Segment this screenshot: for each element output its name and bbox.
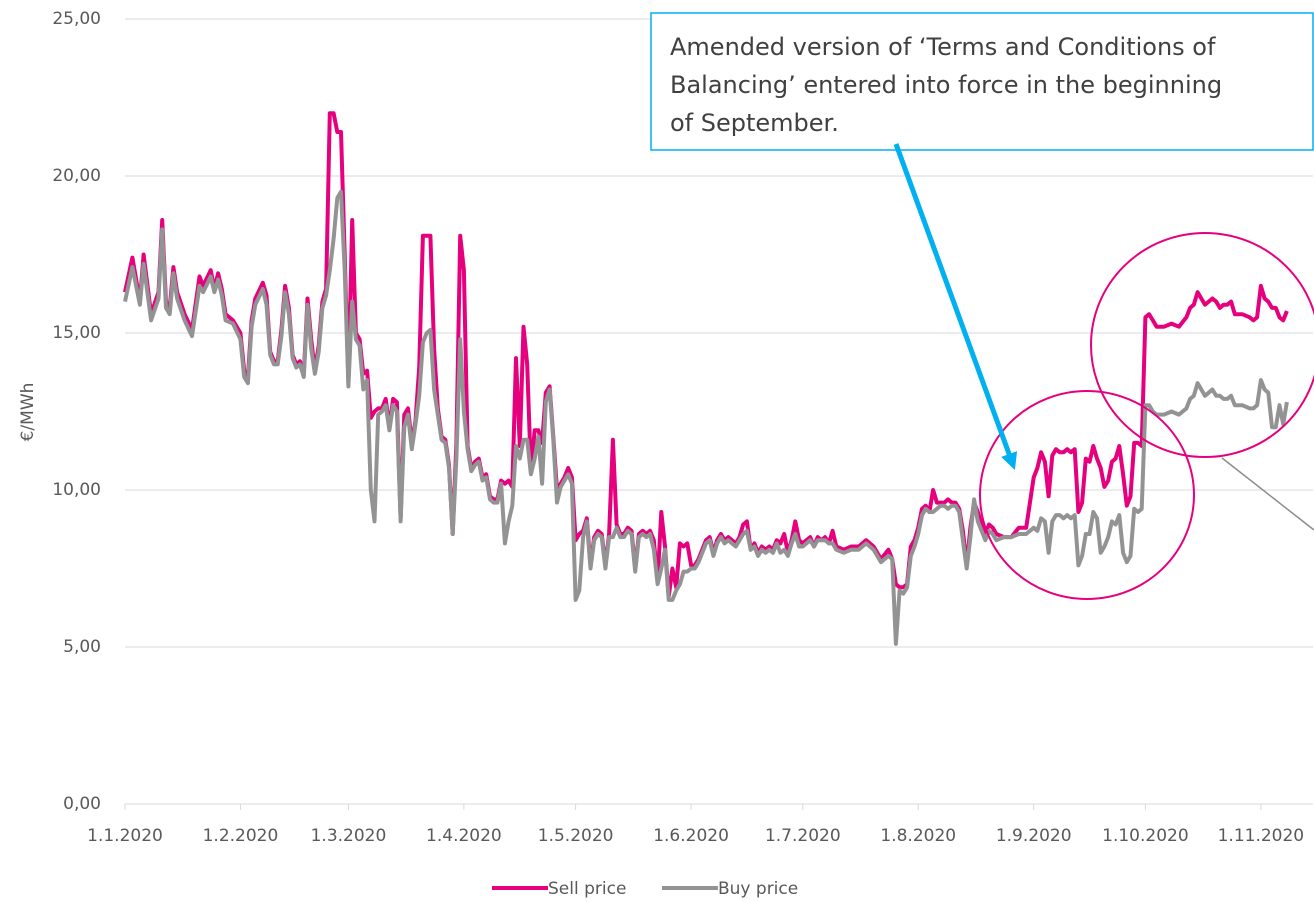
annotation-box <box>650 12 1314 151</box>
annotation-text: of September. <box>670 109 839 137</box>
legend-label: Sell price <box>548 879 626 899</box>
y-tick-label: 20,00 <box>52 166 101 186</box>
grid: 0,00 5,00 10,00 15,00 20,00 25,00 1.1.2020 1.2.… <box>52 9 1313 846</box>
y-tick-label: 15,00 <box>52 323 101 343</box>
highlight-ellipse <box>979 390 1195 600</box>
annotation-text: Amended version of ‘Terms and Conditions… <box>670 33 1216 61</box>
x-tick-label: 1.2.2020 <box>203 826 279 846</box>
legend: Sell price Buy price <box>492 879 798 899</box>
annotation-text: Balancing’ entered into force in the beg… <box>670 71 1222 99</box>
x-tick-label: 1.4.2020 <box>426 826 502 846</box>
lines <box>123 111 1289 646</box>
annotation-arrow <box>893 143 1018 470</box>
series-line <box>123 189 1289 646</box>
series-line <box>123 111 1289 599</box>
annotations: Amended version of ‘Terms and Conditions… <box>650 12 1314 600</box>
x-tick-label: 1.5.2020 <box>538 826 614 846</box>
x-tick-label: 1.6.2020 <box>653 826 729 846</box>
x-tick-label: 1.10.2020 <box>1102 826 1189 846</box>
x-tick-label: 1.1.2020 <box>87 826 163 846</box>
y-tick-label: 0,00 <box>63 794 101 814</box>
x-tick-label: 1.9.2020 <box>996 826 1072 846</box>
x-tick-label: 1.3.2020 <box>311 826 387 846</box>
y-tick-label: 25,00 <box>52 9 101 29</box>
legend-label: Buy price <box>718 879 798 899</box>
highlight-ellipse <box>1090 232 1314 458</box>
y-axis-label: €/MWh <box>18 383 38 442</box>
x-tick-label: 1.7.2020 <box>765 826 841 846</box>
callout-line <box>1221 457 1314 531</box>
y-tick-label: 10,00 <box>52 480 101 500</box>
x-tick-label: 1.8.2020 <box>880 826 956 846</box>
y-tick-label: 5,00 <box>63 637 101 657</box>
x-tick-label: 1.11.2020 <box>1218 826 1305 846</box>
